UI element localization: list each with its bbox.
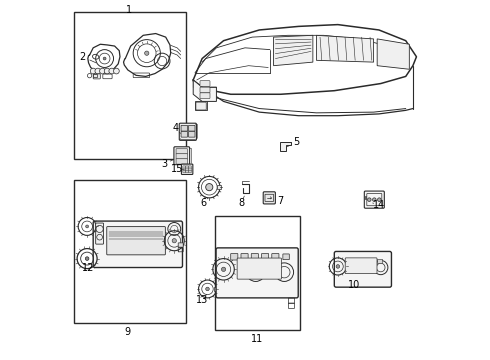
Text: 5: 5: [294, 138, 300, 148]
FancyBboxPatch shape: [178, 243, 183, 247]
Circle shape: [114, 68, 119, 74]
Bar: [215, 216, 300, 330]
Text: 9: 9: [124, 327, 130, 337]
FancyBboxPatch shape: [262, 253, 269, 260]
FancyBboxPatch shape: [334, 251, 392, 287]
Circle shape: [90, 68, 96, 74]
FancyBboxPatch shape: [181, 131, 188, 137]
Circle shape: [368, 198, 371, 202]
FancyBboxPatch shape: [272, 253, 279, 260]
Circle shape: [206, 287, 209, 291]
Text: 1: 1: [126, 5, 132, 15]
FancyBboxPatch shape: [186, 170, 189, 173]
Polygon shape: [214, 287, 217, 291]
Text: 6: 6: [201, 198, 207, 208]
Text: 12: 12: [82, 262, 95, 273]
FancyBboxPatch shape: [355, 259, 360, 264]
FancyBboxPatch shape: [181, 164, 193, 175]
Text: 7: 7: [278, 197, 284, 206]
Circle shape: [85, 257, 89, 260]
FancyBboxPatch shape: [371, 259, 376, 264]
Polygon shape: [217, 185, 220, 189]
FancyBboxPatch shape: [363, 259, 368, 264]
FancyBboxPatch shape: [216, 248, 298, 298]
FancyBboxPatch shape: [186, 168, 189, 171]
FancyBboxPatch shape: [183, 166, 186, 168]
Text: 13: 13: [196, 295, 208, 305]
FancyBboxPatch shape: [93, 221, 182, 267]
Bar: [74, 12, 186, 158]
FancyBboxPatch shape: [183, 170, 186, 173]
Polygon shape: [377, 39, 409, 69]
Polygon shape: [280, 142, 292, 152]
Text: 11: 11: [251, 334, 264, 344]
Text: 15: 15: [171, 164, 183, 174]
FancyBboxPatch shape: [189, 125, 195, 131]
Circle shape: [86, 225, 89, 228]
FancyBboxPatch shape: [345, 258, 377, 274]
Polygon shape: [365, 196, 367, 199]
Circle shape: [145, 51, 149, 55]
Circle shape: [372, 198, 376, 202]
FancyBboxPatch shape: [200, 81, 210, 86]
Text: 10: 10: [348, 280, 360, 291]
FancyBboxPatch shape: [176, 149, 188, 154]
FancyBboxPatch shape: [251, 253, 258, 260]
Circle shape: [104, 68, 110, 74]
FancyBboxPatch shape: [231, 253, 238, 260]
FancyBboxPatch shape: [183, 168, 186, 171]
FancyBboxPatch shape: [179, 123, 196, 140]
FancyBboxPatch shape: [189, 131, 195, 137]
FancyBboxPatch shape: [346, 259, 352, 264]
FancyBboxPatch shape: [186, 166, 189, 168]
FancyBboxPatch shape: [189, 170, 192, 173]
Circle shape: [99, 68, 105, 74]
FancyBboxPatch shape: [93, 74, 100, 79]
Text: 14: 14: [373, 200, 385, 210]
FancyBboxPatch shape: [283, 254, 289, 260]
FancyBboxPatch shape: [176, 154, 188, 159]
Circle shape: [206, 184, 213, 191]
FancyBboxPatch shape: [174, 147, 190, 165]
Circle shape: [336, 265, 340, 268]
FancyBboxPatch shape: [241, 253, 248, 260]
Circle shape: [377, 198, 381, 202]
FancyBboxPatch shape: [200, 93, 210, 99]
FancyBboxPatch shape: [96, 223, 103, 244]
FancyBboxPatch shape: [107, 226, 165, 255]
FancyBboxPatch shape: [176, 159, 188, 164]
FancyBboxPatch shape: [237, 258, 281, 279]
FancyBboxPatch shape: [200, 87, 210, 93]
FancyBboxPatch shape: [364, 191, 384, 208]
Bar: [93, 74, 97, 77]
Circle shape: [221, 267, 226, 271]
FancyBboxPatch shape: [263, 192, 275, 204]
Text: 3: 3: [162, 159, 168, 169]
Polygon shape: [195, 102, 207, 111]
Polygon shape: [193, 80, 217, 102]
Circle shape: [95, 68, 100, 74]
Text: 8: 8: [238, 198, 245, 208]
Polygon shape: [273, 35, 313, 66]
Polygon shape: [317, 35, 373, 62]
Circle shape: [109, 68, 115, 74]
FancyBboxPatch shape: [189, 166, 192, 168]
Bar: [74, 180, 186, 323]
Circle shape: [103, 57, 106, 60]
Text: 2: 2: [79, 52, 86, 62]
Circle shape: [172, 239, 176, 243]
FancyBboxPatch shape: [189, 168, 192, 171]
FancyBboxPatch shape: [377, 259, 383, 264]
Text: 4: 4: [172, 123, 178, 133]
FancyBboxPatch shape: [181, 125, 188, 131]
